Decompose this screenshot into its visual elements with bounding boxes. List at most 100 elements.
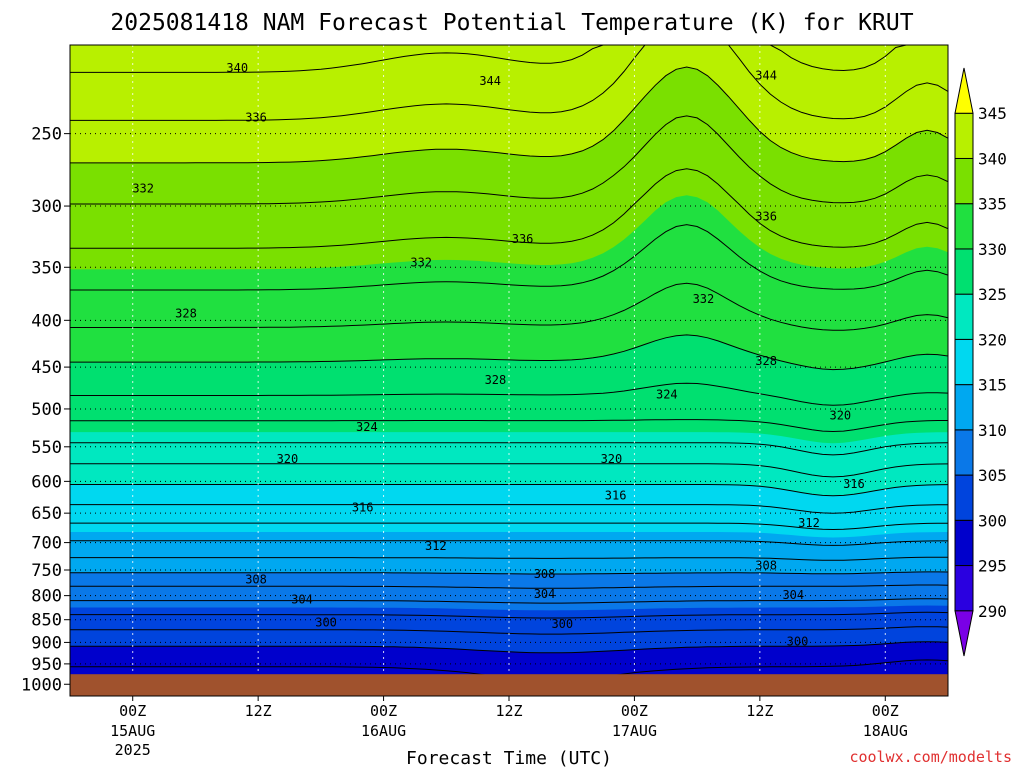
colorbar-segment: [954, 293, 974, 340]
contour-330: [70, 334, 948, 371]
colorbar: 345 340 335 330 325 320 315 310 305 300 295 290: [954, 67, 1007, 657]
x-tick-date-label: 2025: [115, 741, 151, 759]
contour-306: [70, 598, 948, 604]
colorbar-segment: [954, 519, 974, 567]
colorbar-tick-label: 330: [978, 240, 1007, 259]
contour-label: 300: [551, 617, 573, 631]
contour-332: [70, 282, 948, 331]
contour-label: 328: [485, 373, 507, 387]
contour-344: [70, 45, 948, 73]
y-tick-label: 650: [31, 504, 62, 524]
x-tick-label: 00Z: [621, 702, 648, 720]
colorbar-tick-label: 325: [978, 285, 1007, 304]
colorbar-segment: [954, 565, 974, 612]
chart-title: 2025081418 NAM Forecast Potential Temper…: [110, 10, 913, 36]
colorbar-tick-label: 340: [978, 149, 1007, 168]
y-tick-label: 550: [31, 438, 62, 458]
contour-label: 316: [352, 501, 374, 515]
contour-label: 336: [512, 232, 534, 246]
y-tick-label: 350: [31, 258, 62, 278]
x-tick-label: 12Z: [495, 702, 522, 720]
y-tick-label: 500: [31, 400, 62, 420]
y-tick-label: 750: [31, 561, 62, 581]
contour-label: 320: [829, 408, 851, 422]
contour-label: 312: [425, 539, 447, 553]
y-tick-label: 250: [31, 125, 62, 145]
contour-label: 328: [175, 306, 197, 320]
colorbar-segment: [954, 203, 974, 250]
ground-surface: [70, 674, 948, 696]
colorbar-tick-label: 310: [978, 421, 1007, 440]
y-tick-label: 1000: [21, 675, 62, 695]
x-tick-label: 12Z: [746, 702, 773, 720]
contour-label: 332: [410, 256, 432, 270]
contour-label: 324: [356, 420, 378, 434]
contour-334: [70, 224, 948, 291]
x-tick-label: 12Z: [245, 702, 272, 720]
colorbar-segment: [954, 474, 974, 521]
colorbar-tick-label: 315: [978, 376, 1007, 395]
contour-342: [70, 45, 948, 121]
contour-label: 332: [693, 292, 715, 306]
contour-label: 316: [605, 489, 627, 503]
contour-label: 336: [245, 110, 267, 124]
x-tick-label: 00Z: [370, 702, 397, 720]
contour-312: [70, 556, 948, 561]
colorbar-segment: [954, 157, 974, 205]
temperature-bands: [70, 45, 948, 696]
x-tick-date-label: 16AUG: [361, 722, 406, 740]
y-tick-label: 400: [31, 311, 62, 331]
contour-label: 300: [787, 635, 809, 649]
y-tick-label: 600: [31, 472, 62, 492]
colorbar-tick-label: 335: [978, 195, 1007, 214]
contour-318: [70, 504, 948, 514]
colorbar-segment: [954, 429, 974, 476]
contour-label: 344: [755, 69, 777, 83]
contour-label: 312: [798, 516, 820, 530]
y-tick-label: 900: [31, 633, 62, 653]
contour-326: [70, 419, 948, 433]
contour-label: 308: [534, 567, 556, 581]
contour-labels: 340 344 344 336 332 336 336 332 332 328 328 328 324 3…: [132, 61, 864, 648]
y-tick-label: 300: [31, 197, 62, 217]
contour-lines: [70, 45, 948, 696]
y-tick-label: 450: [31, 358, 62, 378]
contour-336: [70, 168, 948, 249]
y-tick-label: 800: [31, 587, 62, 607]
colorbar-segment: [954, 248, 974, 295]
contour-label: 344: [479, 74, 501, 88]
y-tick-label: 850: [31, 611, 62, 631]
colorbar-segment: [954, 67, 974, 114]
contour-314: [70, 540, 948, 546]
contour-322: [70, 463, 948, 478]
colorbar-tick-label: 290: [978, 602, 1007, 621]
contour-label: 320: [277, 452, 299, 466]
credit-text: coolwx.com/modelts: [849, 748, 1012, 766]
colorbar-tick-label: 300: [978, 511, 1007, 530]
colorbar-segment: [954, 112, 974, 159]
x-tick-date-label: 18AUG: [863, 722, 908, 740]
x-axis-label: Forecast Time (UTC): [406, 748, 612, 768]
colorbar-tick-label: 345: [978, 104, 1007, 123]
colorbar-segment: [954, 610, 974, 657]
contour-label: 340: [226, 61, 248, 75]
y-tick-label: 700: [31, 534, 62, 554]
contour-label: 332: [132, 181, 154, 195]
contour-label: 300: [315, 616, 337, 630]
colorbar-segment: [954, 338, 974, 386]
colorbar-tick-label: 295: [978, 557, 1007, 576]
contour-label: 304: [291, 593, 313, 607]
contour-308: [70, 584, 948, 589]
y-axis-ticks: 2503003504004505005506006507007508008509…: [21, 125, 70, 695]
contour-304: [70, 611, 948, 619]
x-tick-date-label: 15AUG: [110, 722, 155, 740]
band-fill-340: [70, 45, 948, 163]
colorbar-tick-label: 320: [978, 330, 1007, 349]
contour-label: 324: [656, 387, 678, 401]
colorbar-segment: [954, 384, 974, 431]
contour-label: 336: [755, 210, 777, 224]
contour-label: 320: [601, 452, 623, 466]
y-tick-label: 950: [31, 655, 62, 675]
